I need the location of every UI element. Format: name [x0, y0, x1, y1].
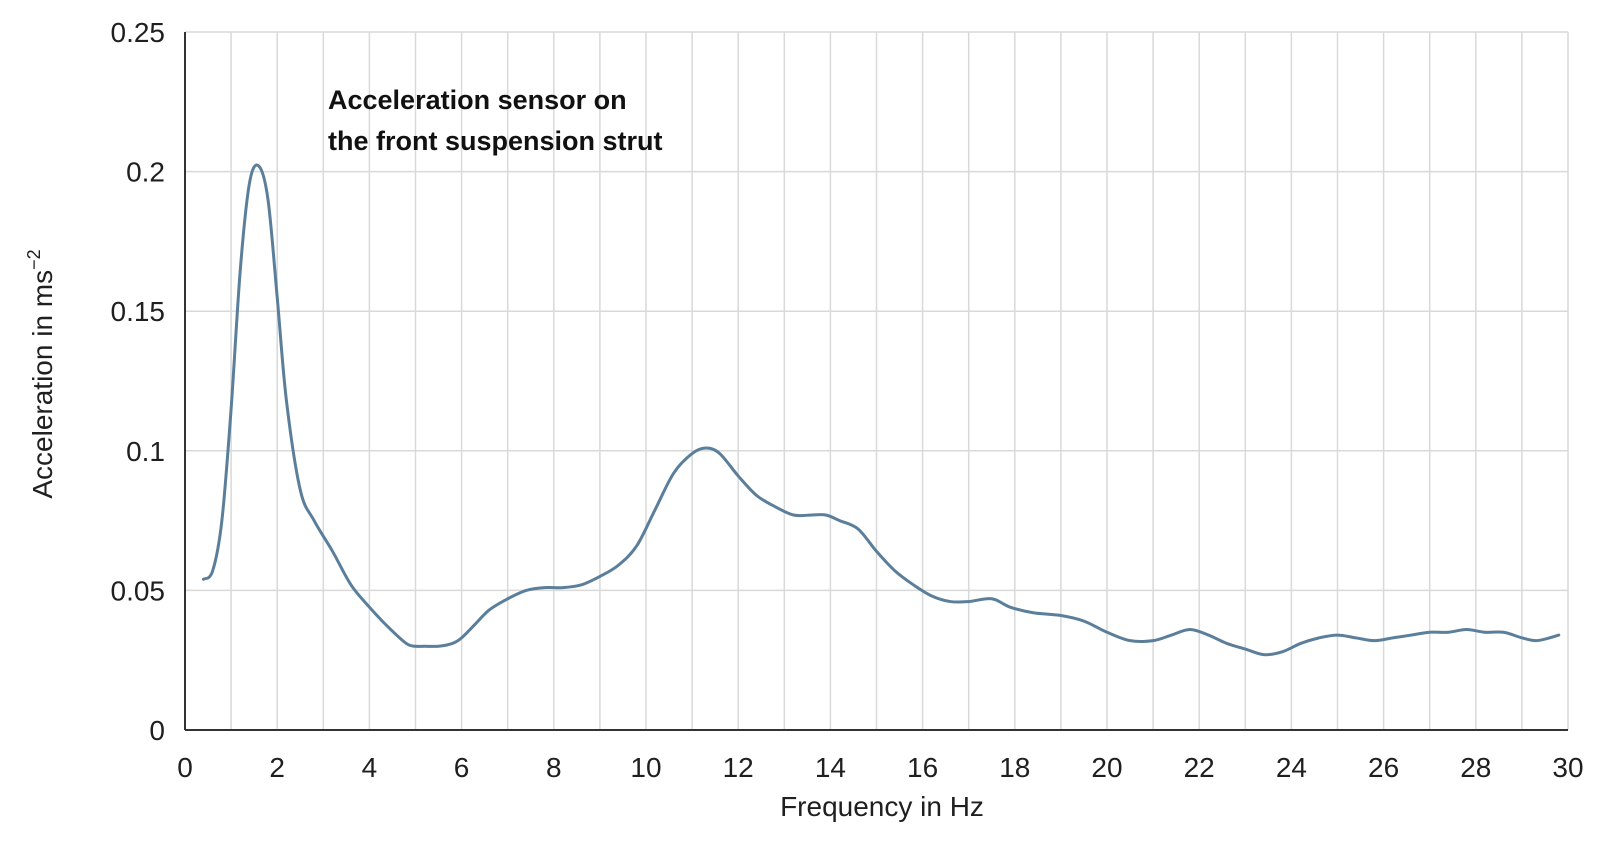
x-tick-label: 2 [269, 752, 285, 783]
x-tick-label: 8 [546, 752, 562, 783]
x-tick-label: 22 [1184, 752, 1215, 783]
annotation-line-1: Acceleration sensor on [328, 85, 627, 115]
x-tick-label: 14 [815, 752, 846, 783]
x-tick-label: 12 [723, 752, 754, 783]
x-tick-label: 10 [630, 752, 661, 783]
x-tick-label: 20 [1091, 752, 1122, 783]
y-tick-label: 0.15 [111, 296, 166, 327]
gridlines [185, 31, 1569, 730]
axes [184, 32, 1568, 731]
y-axis-title-exponent: −2 [24, 249, 44, 270]
x-tick-label: 6 [454, 752, 470, 783]
annotation-line-2: the front suspension strut [328, 126, 663, 156]
y-tick-label: 0.05 [111, 575, 166, 606]
y-tick-label: 0.25 [111, 17, 166, 48]
y-axis-title-main: Acceleration in ms [27, 270, 58, 499]
x-axis-title: Frequency in Hz [780, 791, 984, 822]
x-tick-label: 4 [362, 752, 378, 783]
x-tick-label: 16 [907, 752, 938, 783]
y-tick-label: 0.2 [126, 157, 165, 188]
y-tick-label: 0.1 [126, 436, 165, 467]
x-tick-label: 26 [1368, 752, 1399, 783]
x-tick-label: 30 [1552, 752, 1583, 783]
x-tick-label: 18 [999, 752, 1030, 783]
x-tick-label: 28 [1460, 752, 1491, 783]
acceleration-series-line [201, 163, 1561, 657]
y-tick-label: 0 [149, 715, 165, 746]
x-tick-label: 24 [1276, 752, 1307, 783]
x-tick-label: 0 [177, 752, 193, 783]
y-tick-labels: 0 0.05 0.1 0.15 0.2 0.25 [111, 17, 166, 746]
y-axis-title: Acceleration in ms−2 [24, 249, 58, 498]
x-tick-labels: 0 2 4 6 8 10 12 14 16 18 20 22 24 26 28 30 [177, 752, 1583, 783]
